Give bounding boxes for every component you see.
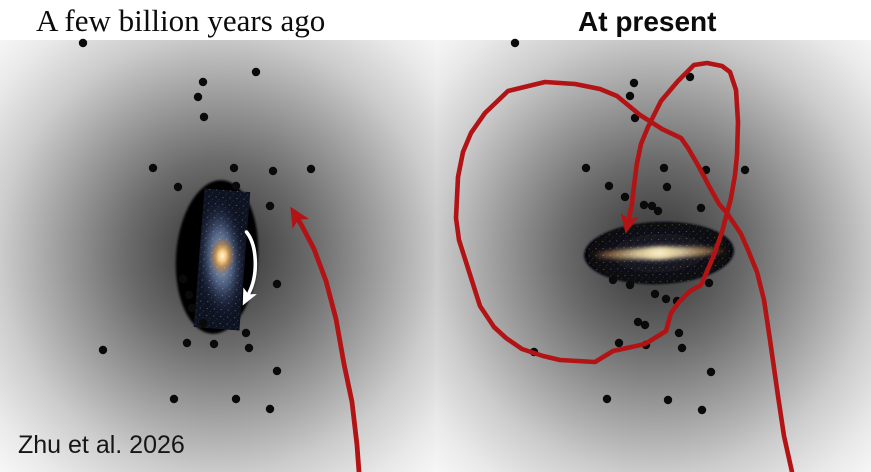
satellite-dot xyxy=(198,77,208,87)
satellite-dot xyxy=(614,338,624,348)
satellite-dot xyxy=(581,163,591,173)
satellite-dot xyxy=(740,165,750,175)
panel-title-past: A few billion years ago xyxy=(36,3,326,38)
panel-title-present: At present xyxy=(578,6,717,37)
satellite-dot xyxy=(187,303,197,313)
satellite-dot xyxy=(241,328,251,338)
satellite-dot xyxy=(696,203,706,213)
satellite-dots-present xyxy=(510,38,750,415)
incoming-satellite-trajectory xyxy=(290,206,362,472)
satellite-dot xyxy=(661,294,671,304)
satellite-dot xyxy=(231,181,241,191)
satellite-dot xyxy=(620,192,630,202)
attribution-text: Zhu et al. 2026 xyxy=(18,431,185,459)
satellite-dot xyxy=(306,164,316,174)
edge-on-galaxy-stars xyxy=(584,221,734,285)
satellite-dot xyxy=(629,78,639,88)
satellite-dot xyxy=(193,92,203,102)
satellite-dot xyxy=(677,343,687,353)
satellite-dot xyxy=(229,163,239,173)
satellite-dot xyxy=(265,404,275,414)
satellite-dot xyxy=(169,394,179,404)
satellite-dot xyxy=(647,201,657,211)
spiral-galaxy-photo xyxy=(193,188,251,331)
satellite-dot xyxy=(685,72,695,82)
satellite-dots-past xyxy=(78,38,316,414)
satellite-dot xyxy=(608,275,618,285)
satellite-dot xyxy=(184,290,194,300)
rotation-direction-arrow xyxy=(242,230,258,306)
satellite-dot xyxy=(272,366,282,376)
looping-orbit-trajectory xyxy=(453,60,795,472)
satellite-dot xyxy=(510,38,520,48)
satellite-dot xyxy=(251,67,261,77)
past-spiral-galaxy xyxy=(175,180,259,334)
satellite-dot xyxy=(639,200,649,210)
satellite-dot xyxy=(662,182,672,192)
satellite-dot xyxy=(173,182,183,192)
satellite-dot xyxy=(653,206,663,216)
satellite-dot xyxy=(199,112,209,122)
satellite-dot xyxy=(697,405,707,415)
present-edge-on-galaxy xyxy=(584,221,734,285)
satellite-dot xyxy=(640,320,650,330)
satellite-dot xyxy=(244,343,254,353)
satellite-dot xyxy=(659,163,669,173)
satellite-dot xyxy=(209,339,219,349)
satellite-dot xyxy=(650,289,660,299)
satellite-dot xyxy=(625,280,635,290)
satellite-dot xyxy=(182,338,192,348)
satellite-dot xyxy=(198,318,208,328)
satellite-dot xyxy=(148,163,158,173)
satellite-dot xyxy=(674,328,684,338)
satellite-dot xyxy=(633,317,643,327)
satellite-dot xyxy=(272,279,282,289)
satellite-dot xyxy=(663,395,673,405)
satellite-dot xyxy=(265,201,275,211)
satellite-dot xyxy=(706,367,716,377)
satellite-dot xyxy=(604,181,614,191)
satellite-dot xyxy=(178,274,188,284)
satellite-dot xyxy=(98,345,108,355)
satellite-dot xyxy=(231,394,241,404)
satellite-dot xyxy=(625,91,635,101)
satellite-dot xyxy=(78,38,88,48)
satellite-dot xyxy=(268,166,278,176)
satellite-dot xyxy=(602,394,612,404)
photo-stars xyxy=(193,188,251,331)
satellite-dot xyxy=(630,113,640,123)
satellite-dot xyxy=(704,278,714,288)
